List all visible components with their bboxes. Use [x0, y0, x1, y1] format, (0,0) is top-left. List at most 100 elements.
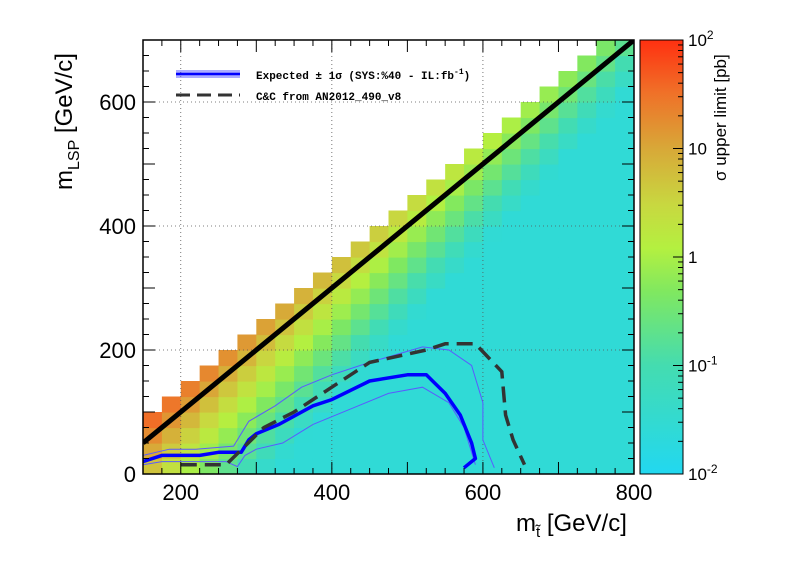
heatmap-cell: [482, 133, 503, 150]
heatmap-cell: [256, 443, 276, 460]
heatmap-cell: [331, 288, 352, 305]
x-axis-ticks: 200 400 600 800: [142, 40, 652, 505]
heatmap-cell: [388, 458, 408, 474]
heatmap-cell: [596, 133, 616, 150]
heatmap-cell: [331, 427, 352, 444]
heatmap-cell: [539, 226, 560, 243]
legend-entry-expected: Expected ± 1σ (SYS:%40 - IL:fb-1): [176, 68, 470, 83]
heatmap-cell: [596, 288, 616, 305]
heatmap-cell: [369, 334, 390, 351]
heatmap-cell: [275, 334, 295, 351]
heatmap-cell: [520, 272, 541, 289]
expected-band-plus-line: [143, 386, 476, 468]
heatmap-cell: [350, 443, 371, 460]
heatmap-cell: [312, 334, 333, 351]
heatmap-cell: [464, 257, 484, 274]
heatmap-cell: [464, 210, 484, 227]
heatmap-cell: [482, 412, 503, 429]
heatmap-cell: [520, 412, 541, 429]
heatmap-cell: [577, 210, 597, 227]
heatmap-cell: [294, 288, 314, 305]
heatmap-cell: [558, 226, 578, 243]
heatmap-cell: [577, 458, 597, 474]
heatmap-cell: [596, 396, 616, 413]
heatmap-cell: [199, 396, 220, 413]
heatmap-cell: [388, 334, 408, 351]
y-tick-label: 200: [99, 338, 136, 363]
heatmap-cell: [369, 427, 390, 444]
z-tick-label: 10-2: [688, 462, 718, 484]
heatmap-cell: [596, 381, 616, 398]
legend-candc-label: C&C from AN2012_490_v8: [256, 92, 402, 104]
heatmap-cell: [558, 334, 578, 351]
heatmap-cell: [615, 396, 634, 413]
heatmap-cell: [464, 303, 484, 320]
y-axis-title: mLSP [GeV/c]: [51, 53, 83, 190]
heatmap-cell: [501, 226, 522, 243]
heatmap-cell: [615, 102, 634, 119]
heatmap-cell: [501, 148, 522, 165]
heatmap-cell: [407, 412, 427, 429]
heatmap-cell: [482, 257, 503, 274]
heatmap-cell: [369, 226, 390, 243]
heatmap-cell: [388, 288, 408, 305]
heatmap-cell: [577, 55, 597, 72]
heatmap-cell: [294, 412, 314, 429]
heatmap-cell: [350, 288, 371, 305]
heatmap-cell: [445, 365, 465, 382]
heatmap-cell: [577, 381, 597, 398]
heatmap-cell: [445, 443, 465, 460]
heatmap-cell: [615, 334, 634, 351]
heatmap-cell: [426, 288, 446, 305]
expected-limit-line: [143, 373, 478, 470]
heatmap-cell: [426, 319, 446, 336]
heatmap-cell: [596, 226, 616, 243]
heatmap-cell: [596, 458, 616, 474]
heatmap-cell: [426, 241, 446, 258]
heatmap-cell: [199, 427, 220, 444]
heatmap-cell: [312, 365, 333, 382]
heatmap-cell: [539, 365, 560, 382]
heatmap-cell: [482, 443, 503, 460]
heatmap-cell: [388, 427, 408, 444]
heatmap-cell: [577, 133, 597, 150]
heatmap-cell: [539, 412, 560, 429]
heatmap-cell: [615, 443, 634, 460]
heatmap-cell: [520, 303, 541, 320]
heatmap-cell: [256, 350, 276, 367]
heatmap-cell: [558, 241, 578, 258]
heatmap-cell: [445, 226, 465, 243]
heatmap-cell: [312, 319, 333, 336]
heatmap-cell: [369, 257, 390, 274]
heatmap-cell: [615, 257, 634, 274]
y-tick-label: 0: [124, 462, 136, 487]
heatmap-cell: [558, 102, 578, 119]
heatmap-cell: [350, 412, 371, 429]
heatmap-cell: [615, 272, 634, 289]
heatmap-cell: [577, 241, 597, 258]
heatmap-cell: [596, 365, 616, 382]
heatmap-cell: [539, 179, 560, 196]
heatmap-cell: [539, 350, 560, 367]
heatmap-cell: [615, 55, 634, 72]
heatmap-cell: [312, 381, 333, 398]
heatmap-cell: [615, 381, 634, 398]
heatmap-cell: [558, 303, 578, 320]
heatmap-cell: [520, 288, 541, 305]
heatmap-cell: [464, 412, 484, 429]
heatmap-cell: [426, 350, 446, 367]
heatmap-cell: [312, 350, 333, 367]
heatmap-cell: [312, 303, 333, 320]
heatmap-cell: [331, 257, 352, 274]
heatmap-cell: [388, 257, 408, 274]
heatmap-cell: [577, 396, 597, 413]
heatmap-cell: [539, 288, 560, 305]
heatmap-cell: [501, 241, 522, 258]
heatmap-cell: [388, 272, 408, 289]
z-tick-label: 102: [688, 28, 714, 50]
heatmap-cell: [237, 443, 257, 460]
heatmap-cell: [615, 86, 634, 103]
x-tick-label: 200: [162, 480, 199, 505]
heatmap-cell: [407, 241, 427, 258]
